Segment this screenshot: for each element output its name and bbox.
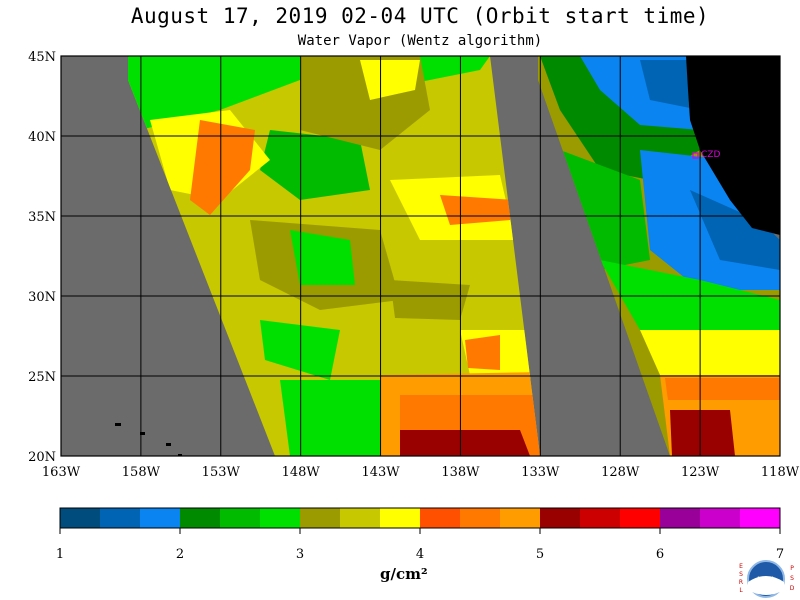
longitude-label: 118W	[761, 465, 800, 480]
island	[140, 432, 145, 435]
longitude-label: 148W	[282, 465, 321, 480]
latitude-label: 20N	[28, 450, 56, 465]
longitude-label: 163W	[42, 465, 81, 480]
longitude-label: 138W	[441, 465, 480, 480]
longitude-labels: 163W 158W 153W 148W 143W 138W 133W 128W 123W 118W	[42, 465, 800, 480]
longitude-label: 153W	[202, 465, 241, 480]
color-scale-swatch	[340, 508, 381, 528]
color-scale-tick: 1	[56, 547, 64, 562]
longitude-label: 123W	[681, 465, 720, 480]
color-scale-swatch	[700, 508, 741, 528]
station-label: CZD	[701, 150, 720, 160]
latitude-label: 35N	[28, 210, 56, 225]
color-scale-tick: 2	[176, 547, 184, 562]
island	[178, 454, 182, 456]
latitude-labels: 45N 40N 35N 30N 25N 20N	[28, 50, 56, 465]
noaa-logo: NOAA E S R L P S D	[735, 558, 797, 600]
latitude-label: 30N	[28, 290, 56, 305]
color-scale-swatch	[500, 508, 541, 528]
map-subtitle: Water Vapor (Wentz algorithm)	[297, 33, 543, 49]
color-scale-swatch	[460, 508, 501, 528]
latitude-label: 40N	[28, 130, 56, 145]
longitude-label: 143W	[361, 465, 400, 480]
color-scale-swatch	[740, 508, 781, 528]
color-scale-swatch	[100, 508, 141, 528]
island	[115, 423, 121, 426]
color-scale-swatch	[420, 508, 461, 528]
color-scale-tick: 3	[296, 547, 304, 562]
logo-left-letter-1: E	[739, 563, 743, 570]
color-scale-swatch	[180, 508, 221, 528]
latitude-label: 45N	[28, 50, 56, 65]
color-scale-swatch	[620, 508, 661, 528]
longitude-label: 128W	[601, 465, 640, 480]
station-marker: CZD	[692, 150, 720, 160]
svg-text:R: R	[739, 579, 743, 586]
longitude-label: 133W	[521, 465, 560, 480]
logo-center-text: NOAA	[757, 576, 775, 583]
color-scale-swatch	[660, 508, 701, 528]
color-scale	[59, 507, 781, 529]
color-scale-swatch	[60, 508, 101, 528]
latitude-label: 25N	[28, 370, 56, 385]
color-scale-swatch	[140, 508, 181, 528]
land-mass	[686, 56, 780, 235]
svg-text:S: S	[739, 571, 743, 578]
color-scale-swatch	[580, 508, 621, 528]
svg-text:P: P	[790, 565, 794, 572]
satellite-swaths: CZD	[115, 56, 780, 456]
color-scale-tick: 6	[656, 547, 664, 562]
color-scale-tick: 7	[776, 547, 784, 562]
color-scale-swatch	[220, 508, 261, 528]
color-scale-swatch	[540, 508, 581, 528]
color-scale-tick-labels: 1 2 3 4 5 6 7	[56, 528, 784, 562]
color-scale-tick: 5	[536, 547, 544, 562]
color-scale-swatch	[260, 508, 301, 528]
island	[166, 443, 171, 446]
colorbar-unit-label: g/cm²	[380, 565, 428, 583]
svg-text:L: L	[739, 587, 743, 594]
color-scale-tick: 4	[416, 547, 424, 562]
svg-text:D: D	[790, 585, 795, 592]
color-scale-swatch	[380, 508, 421, 528]
lat-lon-grid	[60, 55, 781, 457]
svg-text:S: S	[790, 575, 794, 582]
color-scale-swatch	[300, 508, 341, 528]
longitude-label: 158W	[122, 465, 161, 480]
map-title: August 17, 2019 02-04 UTC (Orbit start t…	[130, 4, 710, 28]
